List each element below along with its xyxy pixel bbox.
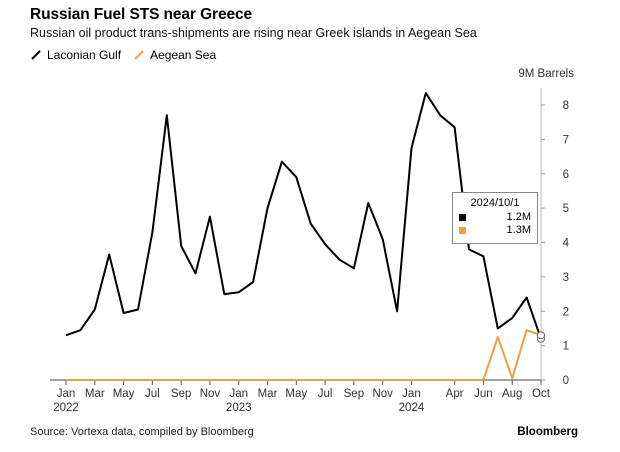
y-tick-label: 5 <box>563 203 569 215</box>
x-tick-label: Jan <box>402 388 421 400</box>
x-tick-label: Sep <box>171 388 191 400</box>
tooltip-value: 1.2M <box>506 211 531 223</box>
y-tick-label: 7 <box>563 134 569 146</box>
chart-subtitle: Russian oil product trans-shipments are … <box>30 26 477 40</box>
x-tick-label: Mar <box>85 388 105 400</box>
x-tick-label: Sep <box>344 388 364 400</box>
y-tick-label: 0 <box>563 375 569 387</box>
x-tick-label: Aug <box>502 388 522 400</box>
y-tick-label: 4 <box>563 238 570 250</box>
y-axis-unit-label: 9M Barrels <box>518 68 574 80</box>
y-tick-label: 8 <box>563 100 569 112</box>
x-tick-label: Nov <box>372 388 393 400</box>
x-tick-year-label: 2023 <box>226 402 252 414</box>
x-tick-label: May <box>285 388 307 400</box>
series-line-aegean-sea <box>482 329 542 381</box>
bloomberg-logo: Bloomberg <box>517 426 578 438</box>
tooltip-value: 1.3M <box>506 224 531 236</box>
series-line-laconian-gulf <box>65 92 542 340</box>
legend-label: Laconian Gulf <box>47 48 122 62</box>
x-tick-label: Jun <box>474 388 493 400</box>
legend-label: Aegean Sea <box>150 48 217 62</box>
x-tick-label: Jan <box>229 388 248 400</box>
x-tick-label: Jul <box>318 388 333 400</box>
y-tick-label: 2 <box>563 306 569 318</box>
legend-line-icon <box>31 50 41 60</box>
y-tick-label: 6 <box>563 169 569 181</box>
legend: Laconian Gulf Aegean Sea <box>30 48 228 62</box>
source-note: Source: Vortexa data, compiled by Bloomb… <box>30 426 254 438</box>
x-tick-label: May <box>113 388 135 400</box>
x-tick-label: Jan <box>57 388 76 400</box>
x-tick-label: Nov <box>200 388 221 400</box>
x-tick-label: Mar <box>258 388 278 400</box>
y-tick-label: 1 <box>563 341 569 353</box>
legend-item-aegean-sea[interactable]: Aegean Sea <box>133 48 216 62</box>
tooltip-swatch <box>459 213 466 221</box>
legend-item-laconian-gulf[interactable]: Laconian Gulf <box>30 48 121 62</box>
tooltip-row: 1.3M <box>459 224 531 236</box>
tooltip-date: 2024/10/1 <box>470 197 520 209</box>
x-tick-label: Oct <box>532 388 551 400</box>
x-tick-label: Jul <box>145 388 160 400</box>
x-tick-year-label: 2024 <box>399 402 425 414</box>
series-endpoint-marker <box>537 331 545 340</box>
hover-tooltip: 2024/10/1 1.2M 1.3M <box>452 192 538 244</box>
x-tick-year-label: 2022 <box>53 402 79 414</box>
tooltip-row: 1.2M <box>459 211 531 223</box>
legend-line-icon <box>134 50 144 60</box>
chart-title: Russian Fuel STS near Greece <box>30 6 253 23</box>
tooltip-swatch <box>459 226 466 234</box>
y-tick-label: 3 <box>563 272 569 284</box>
x-tick-label: Apr <box>446 388 464 400</box>
